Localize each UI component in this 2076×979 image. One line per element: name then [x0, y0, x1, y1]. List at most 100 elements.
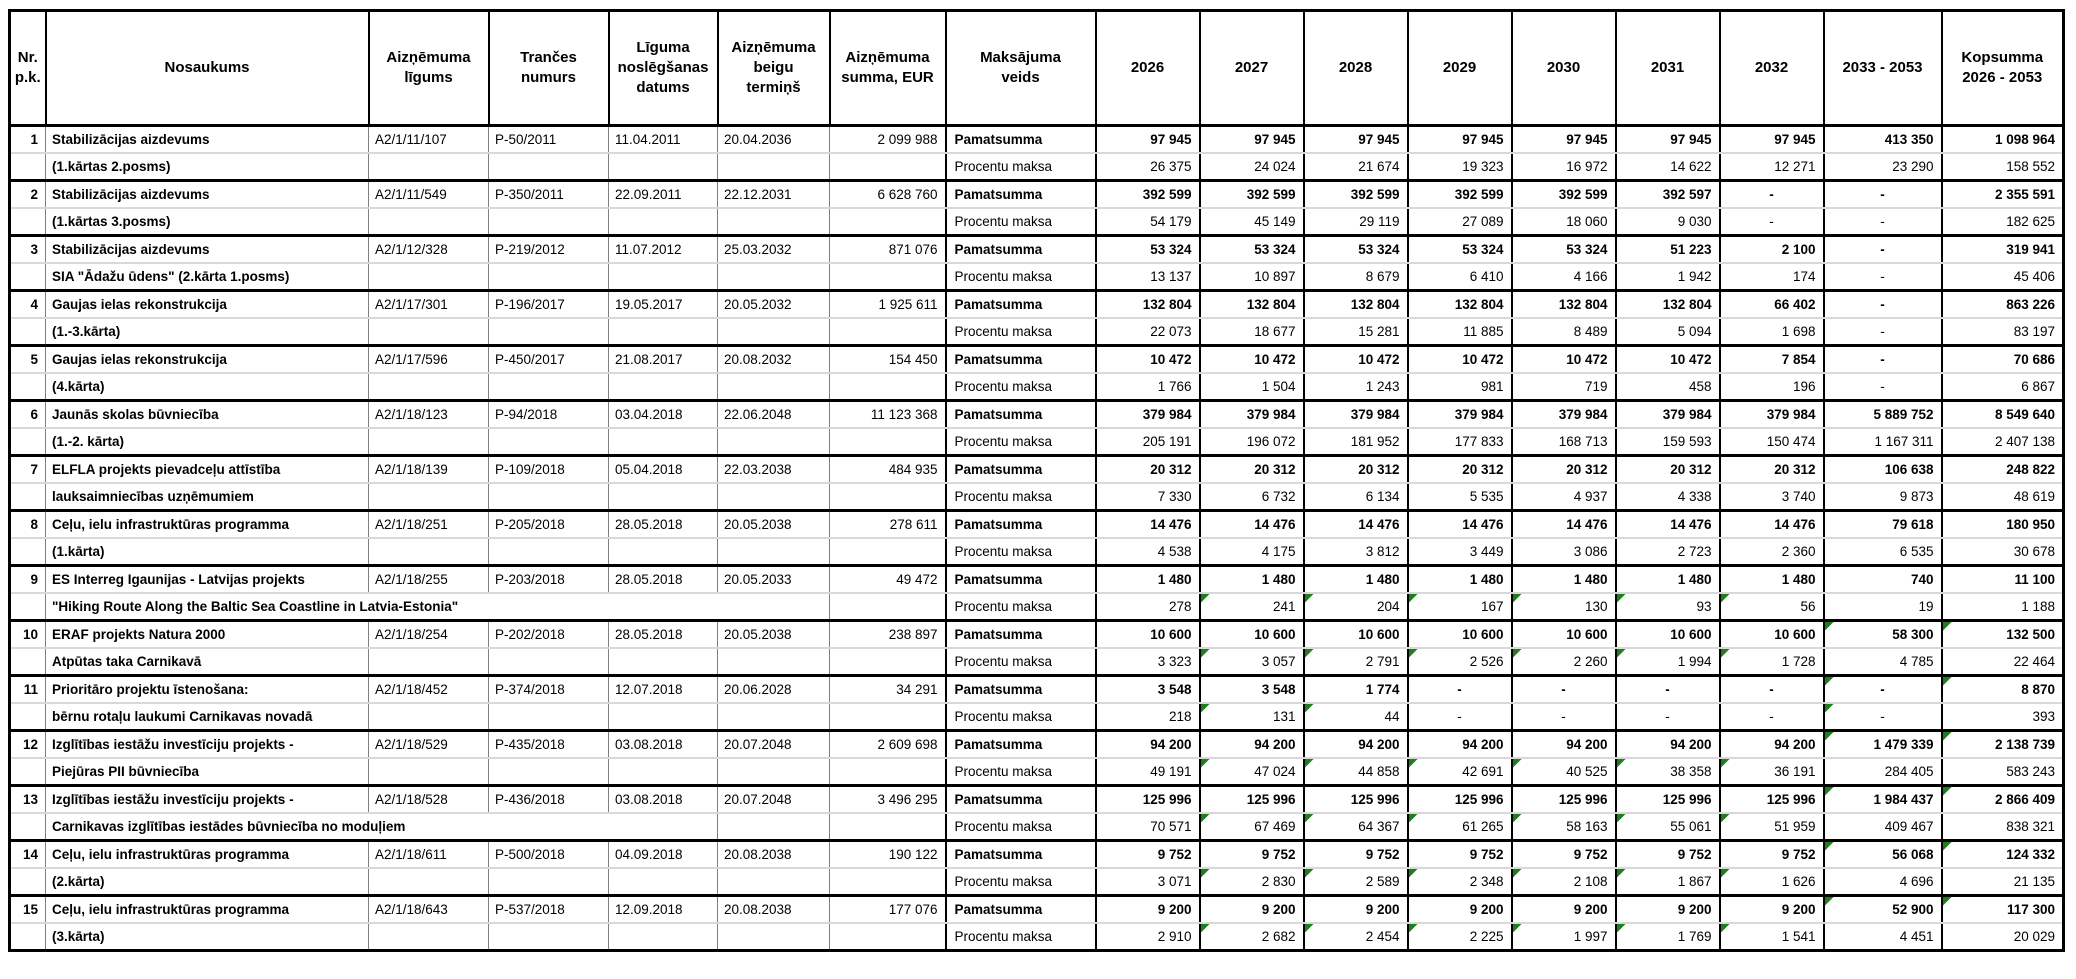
cell-flag-icon	[1200, 814, 1210, 823]
cell-flag-icon	[1512, 759, 1522, 768]
value-cell-y2026: 26 375	[1094, 153, 1200, 182]
summa-cell: 49 472	[829, 565, 946, 594]
value-cell-kopsumma: 8 870	[1940, 675, 2064, 704]
value-cell-y2030: 14 476	[1510, 510, 1616, 539]
value-cell-y2030: 1 997	[1510, 923, 1616, 952]
value-cell-y2026: 3 323	[1094, 648, 1200, 677]
datums-cell: 12.09.2018	[608, 895, 718, 924]
header-trance: Trančes numurs	[487, 9, 610, 127]
empty-cell	[488, 868, 609, 897]
value-cell-y2031: 14 476	[1614, 510, 1720, 539]
value-cell-kopsumma: 2 866 409	[1940, 785, 2064, 814]
nr-cell	[9, 923, 46, 952]
summa-cell: 484 935	[829, 455, 946, 484]
value-cell-kopsumma: 117 300	[1940, 895, 2064, 924]
datums-cell: 03.08.2018	[608, 785, 718, 814]
value-cell-y2027: 392 599	[1198, 180, 1304, 209]
value-cell-y2031: 51 223	[1614, 235, 1720, 264]
empty-cell	[368, 153, 489, 182]
payment-type-cell: Procentu maksa	[944, 868, 1096, 897]
name-line2-cell: (1.kārtas 2.posms)	[45, 153, 369, 182]
table-body: 1 Stabilizācijas aizdevums A2/1/11/107 P-50…	[9, 125, 2064, 952]
empty-cell	[717, 758, 830, 787]
value-cell-y2027: 241	[1198, 593, 1304, 622]
cell-flag-icon	[1942, 842, 1952, 851]
value-cell-y2029: 379 984	[1406, 400, 1512, 429]
value-cell-y2028: 392 599	[1302, 180, 1408, 209]
value-cell-y2031: 97 945	[1614, 125, 1720, 154]
nr-cell: 14	[9, 840, 46, 869]
value-cell-y2031: 10 472	[1614, 345, 1720, 374]
cell-flag-icon	[1200, 594, 1210, 603]
value-cell-y2029: 20 312	[1406, 455, 1512, 484]
empty-cell	[488, 648, 609, 677]
value-cell-y2027: 9 200	[1198, 895, 1304, 924]
summa-cell: 871 076	[829, 235, 946, 264]
name-line1-cell: ELFLA projekts pievadceļu attīstība	[45, 455, 369, 484]
value-cell-y2030: 3 086	[1510, 538, 1616, 567]
name-line1-cell: Gaujas ielas rekonstrukcija	[45, 345, 369, 374]
summa-cell: 34 291	[829, 675, 946, 704]
value-cell-y2027: 131	[1198, 703, 1304, 732]
value-cell-kopsumma: 20 029	[1940, 923, 2064, 952]
loan-row-12-procentu-maksa: Piejūras PII būvniecība Procentu maksa 49 …	[9, 758, 2064, 787]
value-cell-y2032: 2 360	[1718, 538, 1824, 567]
ligums-cell: A2/1/17/596	[368, 345, 489, 374]
value-cell-y2030: 4 166	[1510, 263, 1616, 292]
datums-cell: 11.04.2011	[608, 125, 718, 154]
loan-row-10-pamatsumma: 10 ERAF projekts Natura 2000 A2/1/18/254 P-…	[9, 620, 2064, 649]
cell-flag-icon	[1304, 814, 1314, 823]
name-line1-cell: Stabilizācijas aizdevums	[45, 235, 369, 264]
value-cell-y2028: 9 752	[1302, 840, 1408, 869]
value-cell-period: 1 167 311	[1822, 428, 1942, 457]
value-cell-period: 740	[1822, 565, 1942, 594]
value-cell-y2026: 392 599	[1094, 180, 1200, 209]
value-cell-y2028: 97 945	[1302, 125, 1408, 154]
value-cell-y2030: 125 996	[1510, 785, 1616, 814]
value-cell-y2031: 94 200	[1614, 730, 1720, 759]
value-cell-y2032: 7 854	[1718, 345, 1824, 374]
header-row: Nr. p.k. Nosaukums Aizņēmuma līgums Trančes…	[8, 9, 2065, 127]
cell-flag-icon	[1720, 649, 1730, 658]
value-cell-y2030: 719	[1510, 373, 1616, 402]
name-line2-cell: (1.-3.kārta)	[45, 318, 369, 347]
value-cell-y2032: 9 200	[1718, 895, 1824, 924]
value-cell-y2031: 1 994	[1614, 648, 1720, 677]
value-cell-y2028: 125 996	[1302, 785, 1408, 814]
name-line2-cell: Atpūtas taka Carnikavā	[45, 648, 369, 677]
value-cell-y2028: 6 134	[1302, 483, 1408, 512]
empty-cell	[829, 758, 946, 787]
value-cell-y2030: 379 984	[1510, 400, 1616, 429]
nr-cell: 7	[9, 455, 46, 484]
value-cell-y2029: 3 449	[1406, 538, 1512, 567]
cell-flag-icon	[1408, 814, 1418, 823]
datums-cell: 04.09.2018	[608, 840, 718, 869]
empty-cell	[488, 923, 609, 952]
ligums-cell: A2/1/11/107	[368, 125, 489, 154]
trance-cell: P-219/2012	[488, 235, 609, 264]
value-cell-y2028: 132 804	[1302, 290, 1408, 319]
summa-cell: 190 122	[829, 840, 946, 869]
value-cell-y2030: 132 804	[1510, 290, 1616, 319]
value-cell-y2026: 13 137	[1094, 263, 1200, 292]
nr-cell: 9	[9, 565, 46, 594]
value-cell-y2029: 11 885	[1406, 318, 1512, 347]
name-line2-cell: (4.kārta)	[45, 373, 369, 402]
value-cell-y2030: 130	[1510, 593, 1616, 622]
loan-row-11-procentu-maksa: bērnu rotaļu laukumi Carnikavas novadā Pr…	[9, 703, 2064, 732]
cell-flag-icon	[1824, 622, 1834, 631]
ligums-cell: A2/1/18/643	[368, 895, 489, 924]
empty-cell	[829, 318, 946, 347]
value-cell-y2029: 1 480	[1406, 565, 1512, 594]
name-line1-cell: Jaunās skolas būvniecība	[45, 400, 369, 429]
loan-row-2-pamatsumma: 2 Stabilizācijas aizdevums A2/1/11/549 P-35…	[9, 180, 2064, 209]
empty-cell	[717, 428, 830, 457]
termins-cell: 20.08.2038	[717, 895, 830, 924]
value-cell-y2030: 9 200	[1510, 895, 1616, 924]
value-cell-y2027: 132 804	[1198, 290, 1304, 319]
header-y2028: 2028	[1302, 9, 1409, 127]
cell-flag-icon	[1512, 649, 1522, 658]
value-cell-y2032: 36 191	[1718, 758, 1824, 787]
value-cell-y2031: 14 622	[1614, 153, 1720, 182]
termins-cell: 25.03.2032	[717, 235, 830, 264]
